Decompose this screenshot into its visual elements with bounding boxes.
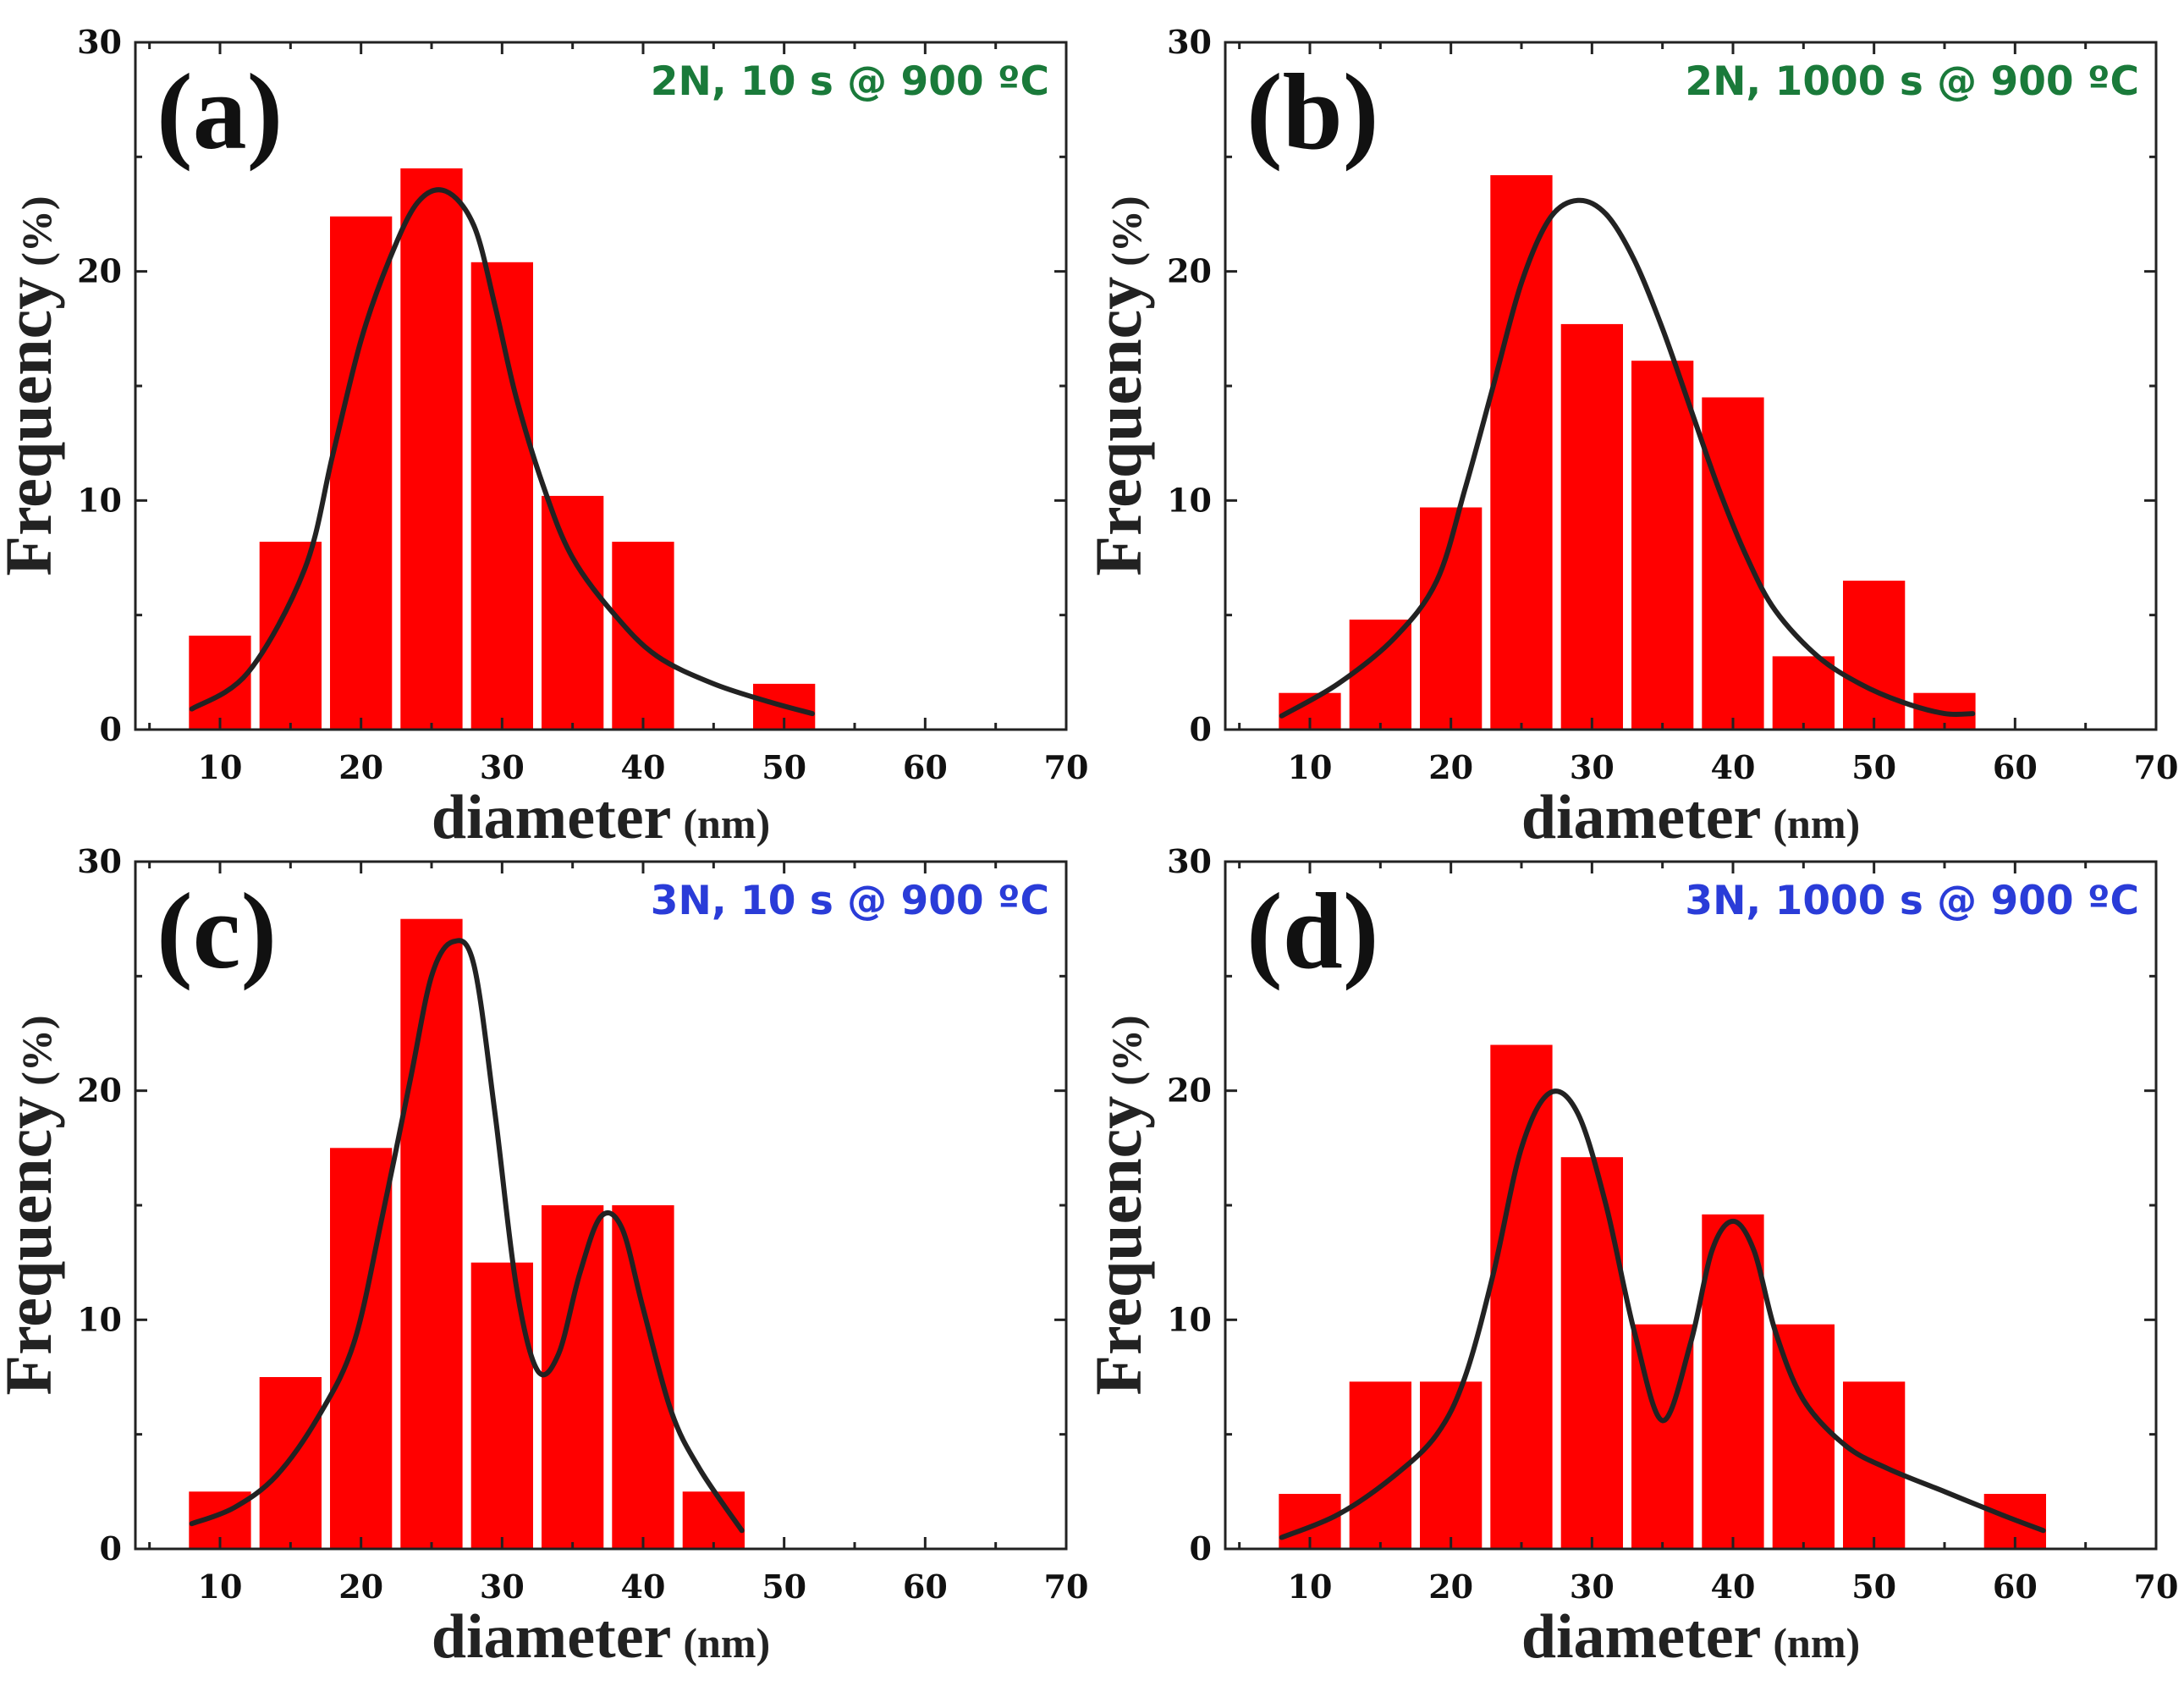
panel-label: (c) <box>157 871 277 991</box>
x-tick-label: 10 <box>198 748 243 786</box>
histogram-bar <box>259 1377 322 1549</box>
x-tick-label: 50 <box>1851 748 1896 786</box>
y-tick-label: 30 <box>77 23 122 61</box>
condition-label: 3N, 1000 s @ 900 ºC <box>1685 878 2139 924</box>
histogram-bar <box>612 542 674 730</box>
y-tick-label: 10 <box>1167 481 1212 519</box>
x-axis-label: diameter (nm) <box>432 783 770 852</box>
x-tick-label: 20 <box>1428 748 1473 786</box>
x-tick-label: 40 <box>621 1568 666 1606</box>
histogram-bar <box>1772 1324 1835 1549</box>
x-tick-label: 20 <box>1428 1568 1473 1606</box>
x-axis-label: diameter (nm) <box>1521 1602 1860 1672</box>
histogram-bar <box>400 918 463 1549</box>
histogram-bar <box>1490 1044 1553 1549</box>
x-tick-label: 70 <box>2134 1568 2179 1606</box>
histogram-bar <box>1490 175 1553 730</box>
y-tick-label: 10 <box>77 481 122 519</box>
x-tick-label: 70 <box>1044 748 1089 786</box>
y-axis-label: Frequency(%) <box>0 1015 65 1395</box>
y-tick-label: 0 <box>100 710 122 748</box>
histogram-bar <box>330 216 393 730</box>
x-tick-label: 20 <box>338 748 383 786</box>
y-tick-label: 30 <box>1167 23 1212 61</box>
histogram-bar <box>259 542 322 730</box>
x-tick-label: 50 <box>762 1568 806 1606</box>
histogram-bar <box>1702 1214 1764 1549</box>
histogram-bar <box>542 495 604 730</box>
y-tick-label: 0 <box>1190 1529 1212 1568</box>
y-axis-label: Frequency(%) <box>0 196 65 576</box>
x-tick-label: 70 <box>2134 748 2179 786</box>
condition-label: 3N, 10 s @ 900 ºC <box>651 878 1049 924</box>
histogram-bar <box>1843 581 1906 730</box>
histogram-bar <box>1702 397 1764 730</box>
y-tick-label: 20 <box>1167 1072 1212 1110</box>
x-tick-label: 10 <box>198 1568 243 1606</box>
fit-curve <box>189 938 745 1534</box>
y-tick-label: 20 <box>1167 252 1212 290</box>
histogram-bar <box>612 1205 674 1549</box>
x-tick-label: 60 <box>903 748 948 786</box>
y-axis-label: Frequency(%) <box>1081 1015 1155 1395</box>
panel-label: (d) <box>1246 871 1378 991</box>
histogram-bar <box>542 1205 604 1549</box>
histogram-bar <box>1631 361 1694 730</box>
y-tick-label: 30 <box>77 842 122 880</box>
x-tick-label: 30 <box>480 1568 525 1606</box>
histogram-bar <box>1349 620 1411 730</box>
y-tick-label: 30 <box>1167 842 1212 880</box>
x-tick-label: 60 <box>1993 748 2038 786</box>
x-tick-label: 60 <box>903 1568 948 1606</box>
histogram-bar <box>1349 1381 1411 1549</box>
y-tick-label: 10 <box>77 1300 122 1338</box>
x-tick-label: 20 <box>338 1568 383 1606</box>
panel-label: (a) <box>157 52 283 172</box>
x-tick-label: 40 <box>1711 748 1756 786</box>
histogram-bar <box>1560 1157 1623 1549</box>
histogram-bar <box>400 168 463 730</box>
condition-label: 2N, 1000 s @ 900 ºC <box>1685 58 2139 105</box>
x-tick-label: 60 <box>1993 1568 2038 1606</box>
y-tick-label: 20 <box>77 1072 122 1110</box>
x-tick-label: 50 <box>762 748 806 786</box>
histogram-bar <box>470 1262 533 1549</box>
condition-label: 2N, 10 s @ 900 ºC <box>651 58 1049 105</box>
histogram-bar <box>1843 1381 1906 1549</box>
y-tick-label: 20 <box>77 252 122 290</box>
fit-curve <box>189 187 815 717</box>
x-tick-label: 50 <box>1851 1568 1896 1606</box>
x-axis-label: diameter (nm) <box>432 1602 770 1672</box>
y-tick-label: 0 <box>1190 710 1212 748</box>
x-axis-label: diameter (nm) <box>1521 783 1860 852</box>
x-tick-label: 30 <box>1570 1568 1615 1606</box>
x-tick-label: 10 <box>1288 748 1333 786</box>
histogram-bar <box>1560 323 1623 730</box>
x-tick-label: 30 <box>1570 748 1615 786</box>
panel-label: (b) <box>1246 52 1378 172</box>
y-tick-label: 0 <box>100 1529 122 1568</box>
histogram-bar <box>1772 656 1835 730</box>
x-tick-label: 40 <box>1711 1568 1756 1606</box>
x-tick-label: 30 <box>480 748 525 786</box>
y-axis-label: Frequency(%) <box>1081 196 1155 576</box>
fit-curve <box>1279 1088 2046 1540</box>
x-tick-label: 10 <box>1288 1568 1333 1606</box>
x-tick-label: 70 <box>1044 1568 1089 1606</box>
fit-curve <box>1279 197 1976 719</box>
y-tick-label: 10 <box>1167 1300 1212 1338</box>
x-tick-label: 40 <box>621 748 666 786</box>
